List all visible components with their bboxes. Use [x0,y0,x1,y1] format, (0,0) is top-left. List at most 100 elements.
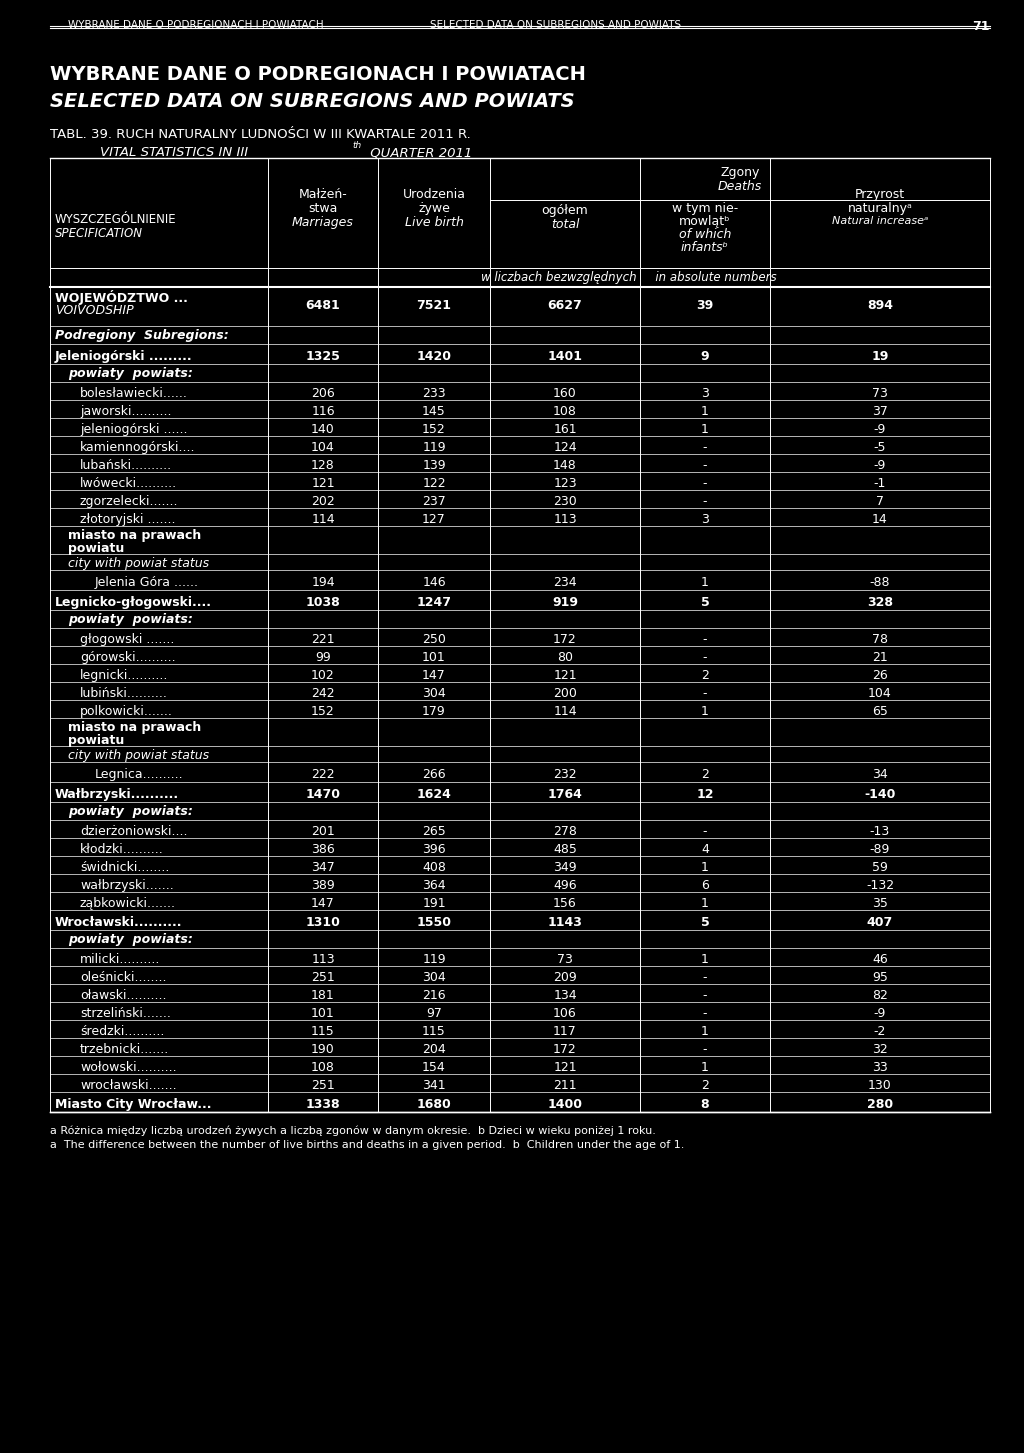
Text: stwa: stwa [308,202,338,215]
Text: 341: 341 [422,1080,445,1093]
Text: -: - [702,687,708,700]
Text: 6: 6 [701,879,709,892]
Text: 117: 117 [553,1024,577,1037]
Text: Legnica..........: Legnica.......... [95,769,183,782]
Text: 3: 3 [701,386,709,400]
Text: 106: 106 [553,1007,577,1020]
Text: 234: 234 [553,575,577,588]
Text: 14: 14 [872,513,888,526]
Text: 1420: 1420 [417,350,452,363]
Text: 211: 211 [553,1080,577,1093]
Text: świdnicki........: świdnicki........ [80,862,169,875]
Text: 179: 179 [422,705,445,718]
Text: 1: 1 [701,405,709,418]
Text: 121: 121 [553,1061,577,1074]
Text: 919: 919 [552,596,578,609]
Text: 265: 265 [422,825,445,838]
Text: 304: 304 [422,687,445,700]
Text: strzeliński.......: strzeliński....... [80,1007,171,1020]
Text: 1338: 1338 [306,1098,340,1112]
Text: -5: -5 [873,442,886,453]
Text: wołowski..........: wołowski.......... [80,1061,176,1074]
Text: 1: 1 [701,862,709,875]
Text: 8: 8 [700,1098,710,1112]
Text: wałbrzyski.......: wałbrzyski....... [80,879,174,892]
Text: kamiennogórski....: kamiennogórski.... [80,442,196,453]
Text: 206: 206 [311,386,335,400]
Text: milicki..........: milicki.......... [80,953,161,966]
Text: 2: 2 [701,1080,709,1093]
Text: 1247: 1247 [417,596,452,609]
Text: 12: 12 [696,788,714,801]
Text: oławski..........: oławski.......... [80,989,167,1003]
Text: VITAL STATISTICS IN III: VITAL STATISTICS IN III [100,145,248,158]
Text: 97: 97 [426,1007,442,1020]
Text: żywe: żywe [418,202,450,215]
Text: 194: 194 [311,575,335,588]
Text: -: - [702,477,708,490]
Text: 2: 2 [701,769,709,782]
Text: 1401: 1401 [548,350,583,363]
Text: 123: 123 [553,477,577,490]
Text: 101: 101 [422,651,445,664]
Text: 161: 161 [553,423,577,436]
Text: 121: 121 [553,668,577,681]
Text: ogółem: ogółem [542,203,589,216]
Text: 21: 21 [872,651,888,664]
Text: 102: 102 [311,668,335,681]
Text: 147: 147 [422,668,445,681]
Text: -13: -13 [869,825,890,838]
Text: w liczbach bezwzględnych     in absolute numbers: w liczbach bezwzględnych in absolute num… [481,272,777,283]
Text: 3: 3 [701,513,709,526]
Text: zgorzelecki.......: zgorzelecki....... [80,495,178,509]
Text: złotoryjski .......: złotoryjski ....... [80,513,175,526]
Text: 280: 280 [867,1098,893,1112]
Text: 204: 204 [422,1043,445,1056]
Text: th: th [352,141,361,150]
Text: SELECTED DATA ON SUBREGIONS AND POWIATS: SELECTED DATA ON SUBREGIONS AND POWIATS [50,92,574,110]
Text: 386: 386 [311,843,335,856]
Text: 1310: 1310 [305,915,340,928]
Text: 152: 152 [311,705,335,718]
Text: górowski..........: górowski.......... [80,651,176,664]
Text: 119: 119 [422,442,445,453]
Text: 116: 116 [311,405,335,418]
Text: -9: -9 [873,459,886,472]
Text: powiaty  powiats:: powiaty powiats: [68,368,193,381]
Text: 251: 251 [311,971,335,984]
Text: 202: 202 [311,495,335,509]
Text: 65: 65 [872,705,888,718]
Text: 146: 146 [422,575,445,588]
Text: 221: 221 [311,634,335,647]
Text: 172: 172 [553,1043,577,1056]
Text: 35: 35 [872,897,888,910]
Text: 408: 408 [422,862,445,875]
Text: Wałbrzyski..........: Wałbrzyski.......... [55,788,179,801]
Text: -: - [702,459,708,472]
Text: WYBRANE DANE O PODREGIONACH I POWIATACH: WYBRANE DANE O PODREGIONACH I POWIATACH [68,20,324,31]
Text: 6481: 6481 [305,299,340,312]
Text: 6627: 6627 [548,299,583,312]
Text: total: total [551,218,580,231]
Text: 304: 304 [422,971,445,984]
Text: jeleniogórski ......: jeleniogórski ...... [80,423,187,436]
Text: 209: 209 [553,971,577,984]
Text: 73: 73 [557,953,573,966]
Text: polkowicki.......: polkowicki....... [80,705,173,718]
Text: ząbkowicki.......: ząbkowicki....... [80,897,176,910]
Text: 4: 4 [701,843,709,856]
Text: 364: 364 [422,879,445,892]
Text: 496: 496 [553,879,577,892]
Text: 1: 1 [701,423,709,436]
Text: 145: 145 [422,405,445,418]
Text: 1038: 1038 [305,596,340,609]
Text: 32: 32 [872,1043,888,1056]
Text: city with powiat status: city with powiat status [68,748,209,761]
Text: 104: 104 [868,687,892,700]
Text: kłodzki..........: kłodzki.......... [80,843,164,856]
Text: -140: -140 [864,788,896,801]
Text: 46: 46 [872,953,888,966]
Text: of which: of which [679,228,731,241]
Text: -: - [702,1043,708,1056]
Text: WYBRANE DANE O PODREGIONACH I POWIATACH: WYBRANE DANE O PODREGIONACH I POWIATACH [50,65,586,84]
